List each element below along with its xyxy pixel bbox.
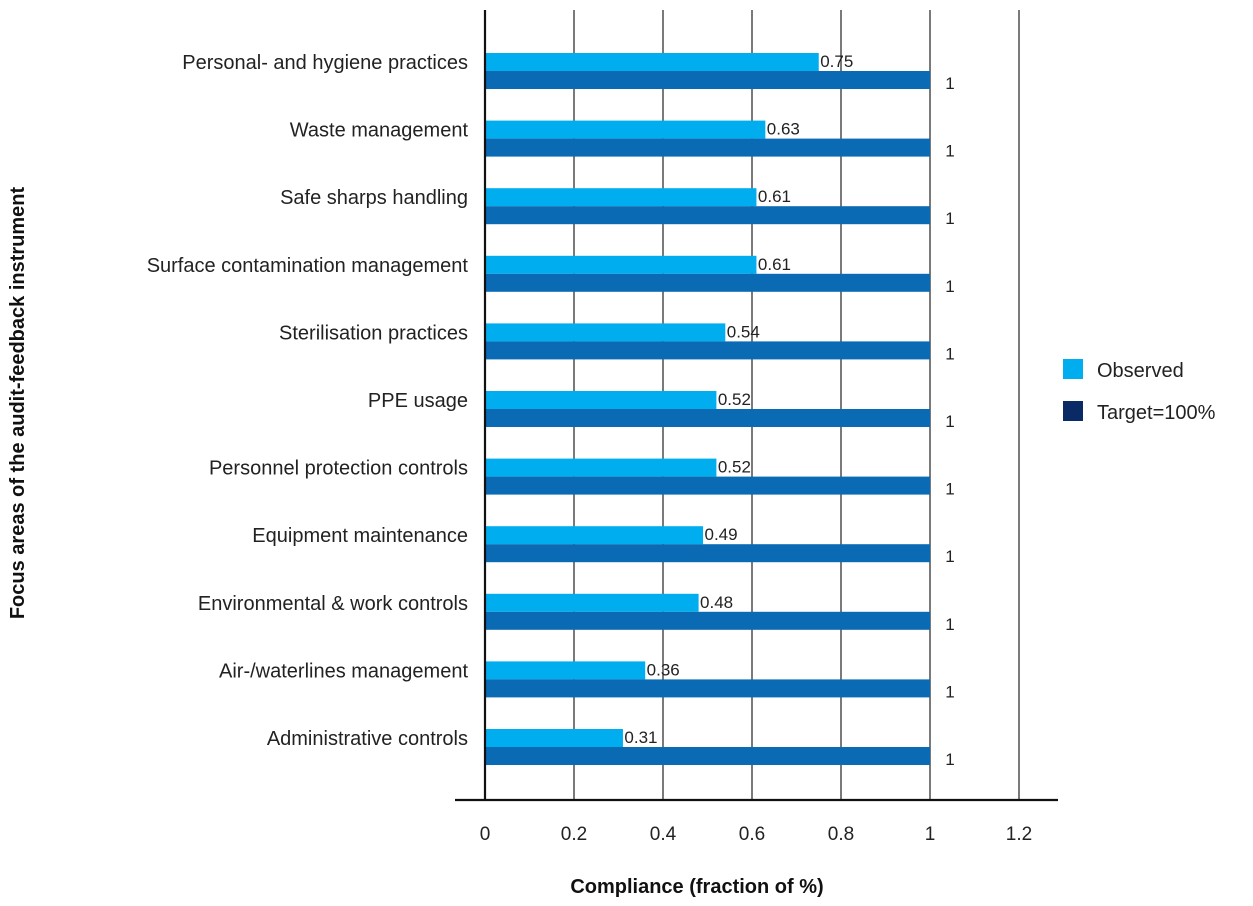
x-axis-title: Compliance (fraction of %) [570, 876, 823, 898]
bar-target [485, 611, 930, 630]
value-label-observed: 0.75 [820, 52, 853, 71]
x-tick-label: 0 [480, 824, 491, 845]
axes [455, 10, 1058, 802]
legend-swatch [1063, 401, 1083, 421]
bars [485, 53, 930, 765]
legend: Observed Target=100% [1063, 359, 1216, 424]
bar-observed [485, 53, 819, 71]
value-label-observed: 0.54 [727, 322, 760, 341]
value-label-target: 1 [945, 344, 954, 363]
x-tick-label: 1 [925, 824, 936, 845]
value-label-target: 1 [945, 480, 954, 499]
value-labels: 0.75 1 0.63 1 0.61 1 0.61 1 0.54 1 0.52 1 0.52 1 0.49 1… [624, 52, 954, 769]
value-label-target: 1 [945, 615, 954, 634]
x-tick-label: 0.6 [739, 824, 765, 845]
bar-observed [485, 526, 704, 545]
category-labels: Personal- and hygiene practices Waste man… [147, 52, 469, 750]
bar-target [485, 71, 930, 89]
bar-observed [485, 458, 717, 477]
legend-label: Observed [1097, 360, 1184, 382]
category-label: Personnel protection controls [209, 458, 468, 480]
value-label-observed: 0.48 [700, 593, 733, 612]
value-label-target: 1 [945, 209, 954, 228]
bar-observed [485, 391, 717, 409]
bar-target [485, 747, 930, 765]
value-label-observed: 0.31 [624, 728, 657, 747]
x-tick-label: 0.2 [561, 824, 587, 845]
x-tick-label: 0.8 [828, 824, 854, 845]
y-axis-title: Focus areas of the audit-feedback instru… [7, 187, 29, 620]
x-tick-label: 0.4 [650, 824, 677, 845]
bar-observed [485, 593, 699, 612]
bar-target [485, 341, 930, 360]
bar-observed [485, 729, 623, 747]
value-label-observed: 0.52 [718, 390, 751, 409]
value-label-observed: 0.49 [705, 525, 738, 544]
x-tick-label: 1.2 [1006, 824, 1032, 845]
bar-target [485, 544, 930, 563]
category-label: Sterilisation practices [279, 322, 468, 344]
value-label-target: 1 [945, 750, 954, 769]
value-label-target: 1 [945, 412, 954, 431]
category-label: Administrative controls [267, 728, 468, 750]
value-label-target: 1 [945, 277, 954, 296]
value-label-observed: 0.36 [647, 660, 680, 679]
bar-observed [485, 255, 757, 274]
value-label-target: 1 [945, 547, 954, 566]
value-label-observed: 0.61 [758, 187, 791, 206]
category-label: Waste management [290, 120, 469, 142]
bar-target [485, 138, 930, 157]
value-label-target: 1 [945, 682, 954, 701]
legend-swatch [1063, 359, 1083, 379]
category-label: PPE usage [368, 390, 468, 412]
value-label-target: 1 [945, 74, 954, 93]
category-label: Equipment maintenance [252, 525, 468, 547]
category-label: Surface contamination management [147, 255, 469, 277]
category-label: Air-/waterlines management [219, 660, 468, 682]
category-label: Environmental & work controls [198, 593, 468, 615]
bar-target [485, 206, 930, 225]
category-label: Personal- and hygiene practices [182, 52, 468, 74]
bar-target [485, 476, 930, 495]
bar-observed [485, 188, 757, 207]
legend-label: Target=100% [1097, 402, 1216, 424]
bar-observed [485, 661, 646, 680]
bar-target [485, 409, 930, 427]
bar-target [485, 273, 930, 292]
bar-observed [485, 323, 726, 342]
value-label-target: 1 [945, 142, 954, 161]
x-tick-labels: 0 0.2 0.4 0.6 0.8 1 1.2 [480, 824, 1033, 845]
category-label: Safe sharps handling [280, 187, 468, 209]
bar-observed [485, 120, 766, 139]
value-label-observed: 0.61 [758, 255, 791, 274]
value-label-observed: 0.52 [718, 458, 751, 477]
bar-target [485, 679, 930, 698]
value-label-observed: 0.63 [767, 120, 800, 139]
